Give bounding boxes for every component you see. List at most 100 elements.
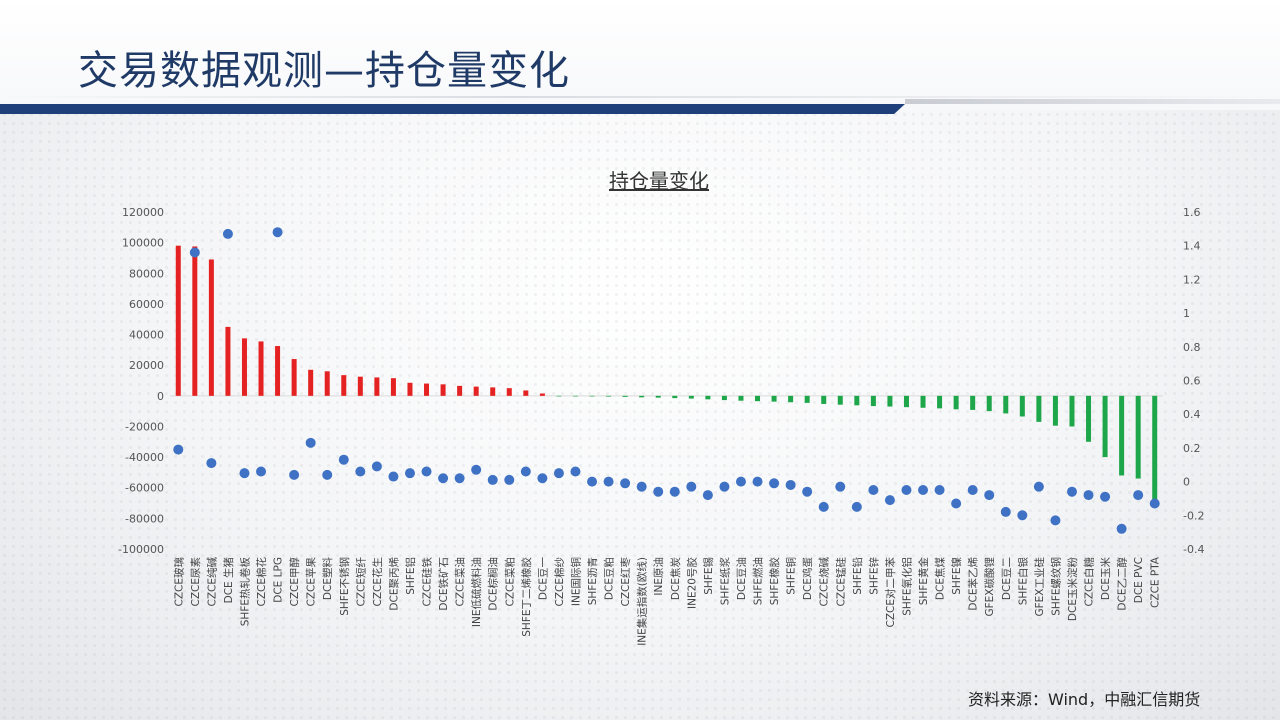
scatter-point	[620, 478, 631, 489]
bar	[721, 395, 727, 401]
left-tick-label: -60000	[125, 482, 164, 495]
bar	[523, 390, 529, 396]
category-label: CZCE白糖	[1083, 557, 1096, 607]
scatter-point	[587, 476, 598, 487]
category-label: DCE豆油	[735, 557, 748, 600]
scatter-point	[454, 473, 465, 484]
background-dot-map	[0, 110, 1280, 720]
category-label: SHFE热轧卷板	[238, 557, 251, 627]
scatter-point	[934, 485, 945, 496]
left-tick-label: 0	[157, 390, 164, 403]
bar	[1119, 395, 1125, 476]
category-label: DCE PVC	[1133, 557, 1145, 603]
left-tick-label: -20000	[125, 420, 164, 433]
scatter-point	[289, 469, 300, 480]
category-label: DCE苯乙烯	[967, 557, 980, 611]
scatter-point	[388, 471, 399, 482]
scatter-point	[769, 478, 780, 489]
category-label: INE20号胶	[685, 557, 698, 609]
scatter-point	[355, 466, 366, 477]
right-tick-label: 0.4	[1183, 408, 1201, 421]
category-label: DCE焦炭	[669, 557, 682, 601]
scatter-point	[868, 485, 879, 496]
bar	[937, 395, 943, 409]
bar	[953, 395, 959, 410]
scatter-point	[1017, 510, 1028, 521]
scatter-point	[570, 466, 581, 477]
bar	[308, 369, 314, 396]
bar	[837, 395, 843, 405]
bar	[1152, 395, 1158, 504]
category-label: CZCE烧碱	[818, 557, 831, 607]
category-label: CZCE硅铁	[421, 557, 434, 607]
category-labels: CZCE玻璃 CZCE尿素 CZCE纯碱 DCE 生猪 SHFE热轧卷板 CZCE棉花 DC…	[172, 556, 1161, 646]
scatter-point	[1066, 486, 1077, 497]
category-label: CZCE纯碱	[205, 557, 218, 607]
scatter-point	[272, 227, 283, 238]
category-label: SHFE锡	[702, 557, 715, 595]
right-tick-label: 1.2	[1183, 273, 1201, 286]
category-label: INE国际铜	[570, 557, 582, 606]
bar	[655, 395, 661, 398]
category-label: CZCE花生	[371, 557, 384, 607]
bar	[1003, 395, 1009, 414]
bar	[457, 385, 463, 396]
category-label: SHFE丁二烯橡胶	[520, 557, 533, 637]
left-tick-label: 80000	[129, 267, 164, 280]
category-label: CZCE PTA	[1150, 556, 1162, 608]
bar	[920, 395, 926, 408]
scatter-point	[487, 474, 498, 485]
bar	[986, 395, 992, 412]
category-label: SHFE氧化铝	[900, 557, 913, 616]
category-label: INE低硫燃料油	[470, 557, 483, 627]
right-tick-label: -0.4	[1183, 543, 1204, 556]
bar	[788, 395, 794, 403]
scatter-point	[603, 476, 614, 487]
scatter-point	[256, 466, 267, 477]
scatter-point	[884, 495, 895, 506]
right-tick-label: 1	[1183, 307, 1190, 320]
scatter-point	[818, 501, 829, 512]
category-label: SHFE白银	[1016, 557, 1029, 606]
bar	[705, 395, 711, 400]
category-label: CZCE菜油	[454, 557, 467, 607]
scatter-point	[404, 468, 415, 479]
category-label: DCE乙二醇	[1116, 557, 1129, 611]
scatter-point	[471, 464, 482, 475]
category-label: DCE塑料	[321, 557, 334, 601]
category-label: CZCE棉纱	[553, 557, 566, 607]
category-label: INE集运指数(欧线)	[636, 557, 649, 646]
bar	[208, 259, 214, 396]
category-label: CZCE红枣	[619, 557, 632, 607]
category-label: DCE铁矿石	[437, 557, 450, 611]
scatter-point	[222, 228, 233, 239]
scatter-point	[1116, 523, 1127, 534]
scatter-point	[1033, 481, 1044, 492]
bar	[407, 382, 413, 396]
category-label: CZCE菜粕	[503, 557, 516, 607]
category-label: DCE焦煤	[934, 557, 947, 601]
scatter-point	[173, 444, 184, 455]
category-label: DCE聚丙烯	[387, 557, 400, 611]
bar	[374, 377, 380, 396]
category-label: DCE豆一	[537, 557, 549, 601]
bar	[672, 395, 678, 399]
scatter-point	[851, 501, 862, 512]
scatter-point	[1083, 490, 1094, 501]
right-tick-label: 1.4	[1183, 240, 1201, 253]
category-label: CZCE甲醇	[288, 557, 301, 607]
bar	[870, 395, 876, 407]
left-tick-label: 60000	[129, 298, 164, 311]
bar	[821, 395, 827, 404]
bar	[424, 383, 430, 396]
scatter-series	[173, 227, 1160, 534]
category-label: CZCE对二甲苯	[884, 557, 897, 628]
scatter-point	[719, 481, 730, 492]
page-title: 交易数据观测—持仓量变化	[78, 48, 570, 94]
bar	[275, 346, 281, 396]
category-label: CZCE锰硅	[834, 557, 847, 607]
bar	[473, 386, 479, 396]
scatter-point	[189, 247, 200, 258]
bar	[688, 395, 694, 399]
